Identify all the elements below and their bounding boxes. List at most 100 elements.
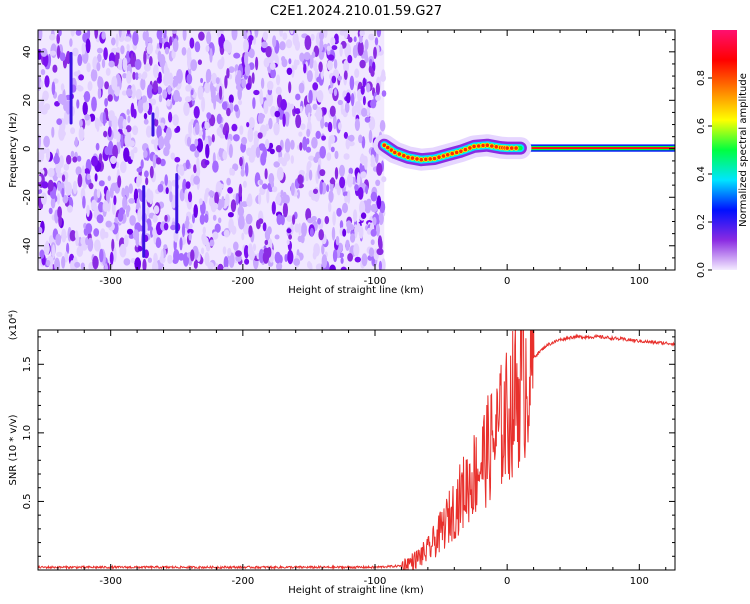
x-tick-label: 0 xyxy=(504,276,510,287)
noise-blob xyxy=(132,71,136,80)
signal-peak-dot xyxy=(513,145,519,151)
noise-blob xyxy=(240,169,245,177)
signal-peak-dot xyxy=(467,145,473,151)
noise-blob xyxy=(79,119,83,127)
noise-blob xyxy=(354,118,360,131)
spectrogram-y-axis-label: Frequency (Hz) xyxy=(8,112,19,188)
noise-blob xyxy=(115,161,120,169)
noise-blob xyxy=(247,243,253,258)
noise-blob xyxy=(145,125,152,138)
noise-blob xyxy=(329,264,336,270)
noise-blob xyxy=(216,113,222,125)
noise-blob xyxy=(196,157,200,172)
noise-blob xyxy=(152,154,157,169)
figure-title: C2E1.2024.210.01.59.G27 xyxy=(270,4,442,19)
noise-blob xyxy=(361,107,368,117)
noise-blob xyxy=(67,205,73,213)
noise-blob xyxy=(189,143,197,152)
noise-blob xyxy=(172,114,179,126)
noise-blob xyxy=(102,111,106,126)
noise-blob xyxy=(244,162,249,177)
noise-blob xyxy=(233,134,240,142)
noise-blob xyxy=(370,154,375,166)
noise-blob xyxy=(318,61,323,73)
noise-blob xyxy=(211,134,215,143)
noise-blob xyxy=(218,33,226,49)
colorbar-gradient xyxy=(712,30,737,270)
noise-blob xyxy=(255,146,261,158)
noise-blob xyxy=(60,83,65,92)
noise-blob xyxy=(56,33,60,44)
noise-blob xyxy=(290,30,294,35)
noise-blob xyxy=(302,136,308,151)
noise-blob xyxy=(165,142,171,151)
noise-blob xyxy=(346,220,352,229)
snr-frame xyxy=(37,329,676,571)
x-tick-label: -300 xyxy=(99,276,122,287)
noise-blob xyxy=(223,39,231,52)
noise-blob xyxy=(120,45,125,55)
noise-blob xyxy=(259,89,264,104)
noise-blob xyxy=(113,195,117,206)
noise-blob xyxy=(370,239,375,246)
noise-blob xyxy=(152,80,158,93)
noise-blob xyxy=(351,105,357,116)
noise-blob xyxy=(238,183,243,197)
noise-blob xyxy=(276,167,284,181)
noise-blob xyxy=(194,122,200,135)
noise-blob xyxy=(313,243,320,257)
noise-blob xyxy=(350,93,355,107)
noise-blob xyxy=(72,156,78,163)
noise-blob xyxy=(303,63,307,74)
noise-blob xyxy=(244,51,249,67)
signal-peak-dot xyxy=(427,156,433,162)
noise-blob xyxy=(91,155,98,167)
noise-blob xyxy=(72,47,79,57)
noise-blob xyxy=(293,59,298,71)
noise-blob xyxy=(373,46,377,60)
noise-blob xyxy=(185,159,190,170)
noise-blob xyxy=(101,58,106,69)
noise-blob xyxy=(266,80,274,91)
noise-blob xyxy=(149,165,154,179)
noise-blob xyxy=(283,152,291,162)
noise-blob xyxy=(279,30,283,37)
noise-blob xyxy=(160,158,166,167)
noise-blob xyxy=(128,233,135,239)
noise-blob xyxy=(338,122,342,130)
noise-blob xyxy=(319,146,327,159)
noise-blob xyxy=(74,136,78,148)
noise-blob xyxy=(188,121,193,137)
noise-blob xyxy=(216,30,222,38)
noise-blob xyxy=(44,75,50,88)
noise-blob xyxy=(276,214,283,226)
noise-blob xyxy=(343,70,348,80)
noise-blob xyxy=(309,262,313,270)
noise-blob xyxy=(264,139,270,150)
signal-peak-dot xyxy=(480,142,486,149)
noise-blob xyxy=(300,234,305,244)
noise-blob xyxy=(344,101,350,113)
noise-blob xyxy=(228,66,235,73)
noise-blob xyxy=(121,187,125,197)
noise-blob xyxy=(271,186,278,193)
noise-blob xyxy=(280,99,287,111)
noise-blob xyxy=(263,100,269,115)
signal-peak-dot xyxy=(440,153,447,159)
noise-blob xyxy=(85,237,89,246)
noise-blob xyxy=(126,206,130,218)
noise-blob xyxy=(312,82,319,91)
noise-blob xyxy=(330,146,335,153)
noise-blob xyxy=(311,215,317,222)
noise-blob xyxy=(128,183,133,194)
noise-blob xyxy=(317,164,321,179)
signal-peak-dot xyxy=(454,149,460,155)
noise-blob xyxy=(120,161,127,174)
noise-blob xyxy=(122,196,128,211)
noise-blob xyxy=(93,208,99,219)
noise-blob xyxy=(347,135,354,141)
noise-blob xyxy=(130,52,134,68)
snr-y-axis-label: SNR (10 * v/v) xyxy=(8,414,19,485)
noise-blob xyxy=(327,121,333,133)
noise-blob xyxy=(50,197,56,209)
